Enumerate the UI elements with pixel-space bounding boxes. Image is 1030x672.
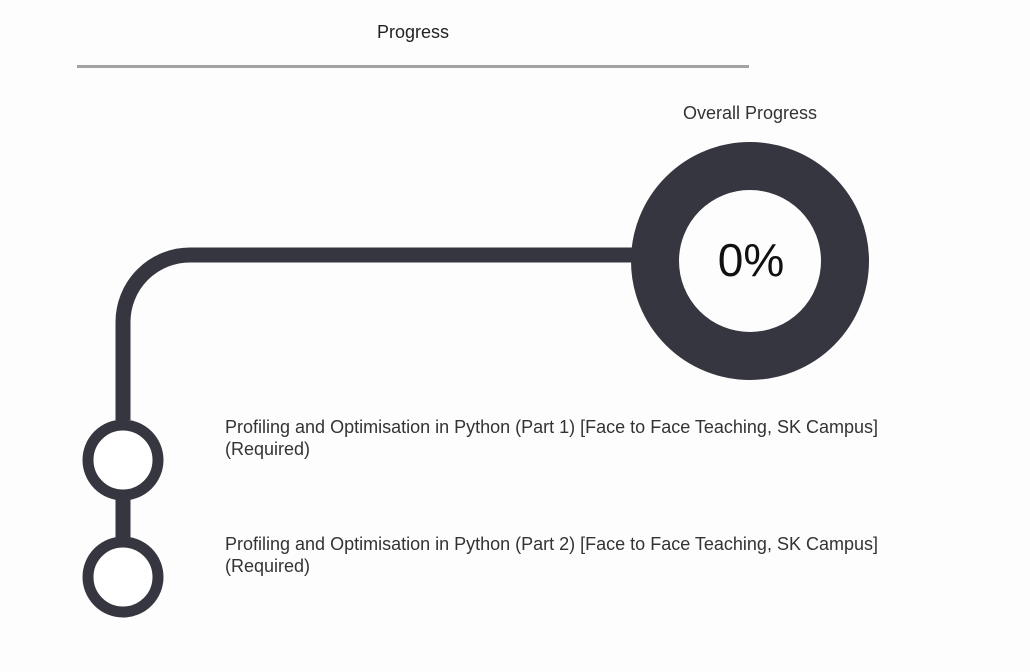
progress-item-1-title: Profiling and Optimisation in Python (Pa… — [225, 417, 878, 437]
progress-item-1-requirement: (Required) — [225, 439, 311, 459]
track-connector — [115, 247, 645, 420]
progress-item-2-requirement: (Required) — [225, 556, 311, 576]
overall-progress-title: Overall Progress — [682, 103, 818, 123]
progress-tab-label: Progress — [376, 22, 450, 42]
progress-item-2[interactable]: Profiling and Optimisation in Python (Pa… — [225, 533, 945, 577]
item-node-1 — [82, 419, 164, 501]
overall-progress-percent: 0% — [717, 234, 785, 286]
item-node-2 — [82, 536, 164, 618]
progress-item-2-title: Profiling and Optimisation in Python (Pa… — [225, 534, 878, 554]
overall-progress-ring — [631, 142, 869, 380]
progress-tab[interactable]: Progress — [77, 20, 749, 68]
progress-item-1[interactable]: Profiling and Optimisation in Python (Pa… — [225, 416, 945, 460]
